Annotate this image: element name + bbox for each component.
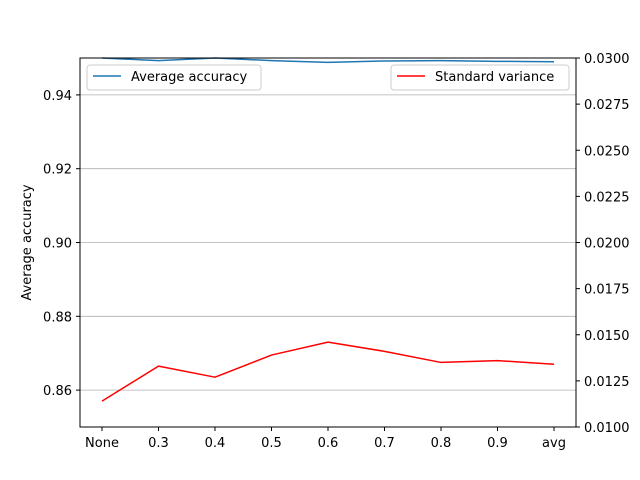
- y-left-axis-label: Average accuracy: [20, 184, 35, 300]
- x-tick-label: 0.3: [148, 436, 169, 451]
- y-left-tick-label: 0.88: [43, 310, 72, 325]
- y-left-tick-label: 0.94: [43, 89, 72, 104]
- y-right-tick-label: 0.0125: [584, 375, 630, 390]
- y-left-tick-label: 0.90: [43, 237, 72, 252]
- y-right-axis-ticks: 0.0100 0.0125 0.0150 0.0175 0.0200 0.0225 0.02…: [576, 52, 630, 436]
- legend-right: Standard variance: [390, 64, 570, 91]
- y-right-tick-label: 0.0200: [584, 237, 630, 252]
- x-tick-label: 0.8: [431, 436, 452, 451]
- y-left-tick-label: 0.92: [43, 163, 72, 178]
- x-tick-label: 0.6: [318, 436, 339, 451]
- x-axis-ticks: None 0.3 0.4 0.5 0.6 0.7 0.8 0.9 avg: [85, 427, 566, 451]
- legend-right-label: Standard variance: [435, 70, 554, 85]
- x-tick-label: 0.7: [374, 436, 395, 451]
- legend-right-box: [390, 64, 570, 91]
- x-tick-label: None: [85, 436, 119, 451]
- y-right-tick-label: 0.0150: [584, 329, 630, 344]
- legend-left: Average accuracy: [86, 64, 262, 91]
- x-tick-label: 0.5: [261, 436, 282, 451]
- x-tick-label: 0.9: [487, 436, 508, 451]
- y-right-tick-label: 0.0300: [584, 52, 630, 67]
- y-right-tick-label: 0.0175: [584, 283, 630, 298]
- y-right-tick-label: 0.0100: [584, 421, 630, 436]
- y-right-tick-label: 0.0275: [584, 98, 630, 113]
- y-right-tick-label: 0.0250: [584, 144, 630, 159]
- gridlines: [80, 94, 576, 391]
- legend-left-label: Average accuracy: [131, 70, 247, 85]
- legend-left-box: [86, 64, 262, 91]
- x-tick-label: avg: [542, 436, 566, 451]
- y-left-axis-ticks: 0.86 0.88 0.90 0.92 0.94: [43, 89, 80, 399]
- x-tick-label: 0.4: [205, 436, 226, 451]
- y-left-tick-label: 0.86: [43, 384, 72, 399]
- y-right-tick-label: 0.0225: [584, 190, 630, 205]
